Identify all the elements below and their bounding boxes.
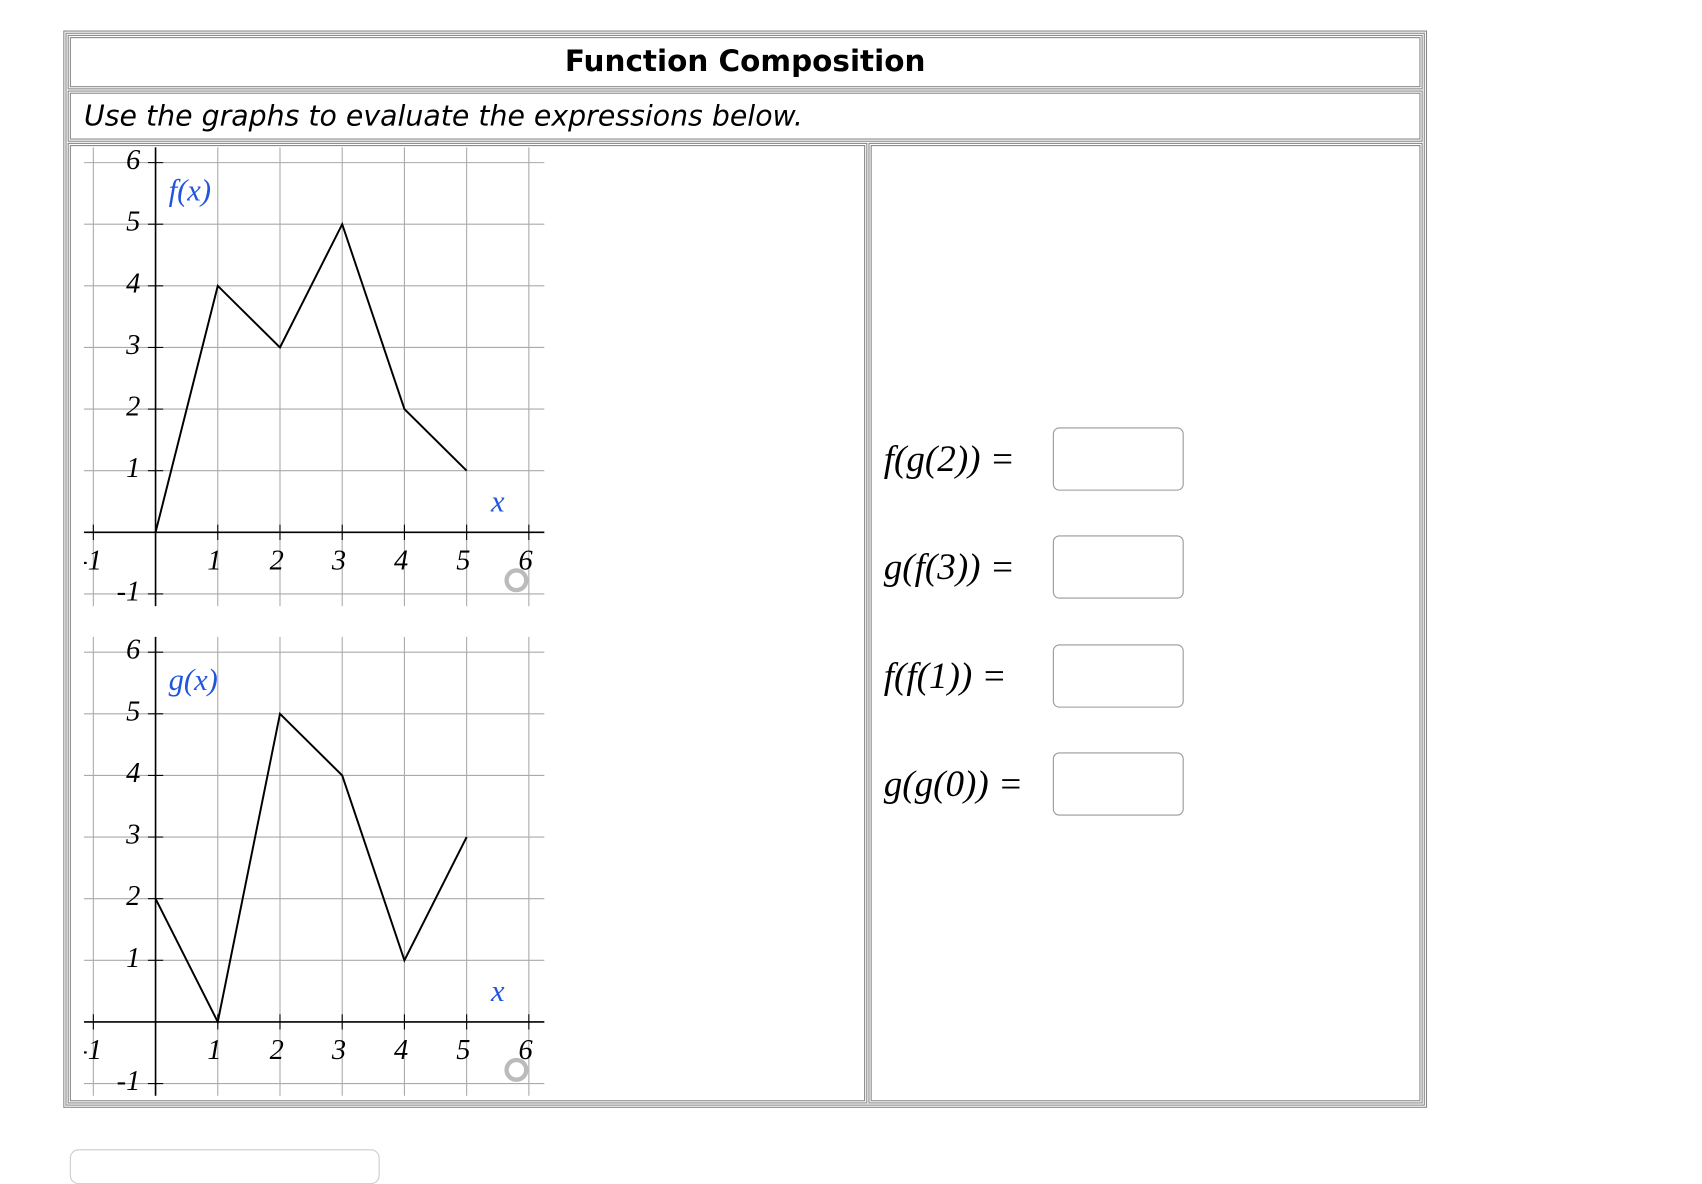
y-tick-label: 3 [125,820,140,851]
y-tick-label: 3 [125,330,140,361]
function-line [154,221,468,533]
x-tick-label: 5 [456,545,470,576]
y-tick-label: 6 [126,147,141,176]
x-tick-label: 6 [518,1035,533,1066]
y-tick-label: 4 [126,758,140,789]
button[interactable] [69,1149,380,1184]
answer-input[interactable] [1052,752,1184,816]
y-tick-label: 4 [126,268,140,299]
answer-cell [868,142,1423,1104]
zoom-icon [504,568,529,593]
y-tick-label: 6 [126,637,141,666]
x-tick-label: 6 [518,545,533,576]
expression: f(f(1)) = [883,656,1007,697]
x-tick-label: 3 [331,545,346,576]
y-tick-label: -1 [117,576,141,606]
x-tick-label: 2 [270,545,284,576]
outer-table [63,30,1428,1108]
y-tick-label: 1 [126,453,140,484]
answer-input[interactable] [1052,535,1184,599]
y-tick-label: 5 [126,207,140,238]
answer-input[interactable] [1052,644,1184,708]
x-tick-label: 4 [394,1035,408,1066]
x-tick-label: -1 [84,545,102,576]
x-tick-label: 2 [270,1035,284,1066]
expression: g(f(3)) = [883,547,1015,588]
graph: -1 1 2 3 4 5 6 -1 1 2 3 4 5 6 g(x) x [84,636,545,1096]
x-tick-label: 1 [207,545,221,576]
x-tick-label: 3 [331,1035,346,1066]
y-tick-label: 2 [126,881,140,912]
x-tick-label: 4 [394,545,408,576]
function-label: g(x) [169,663,218,697]
graph: -1 1 2 3 4 5 6 -1 1 2 3 4 5 6 f(x) x [84,147,545,606]
x-tick-label: 1 [207,1035,221,1066]
instruction: Use the graphs to evaluate the expressio… [67,90,1423,142]
function-label: f(x) [169,173,211,207]
x-tick-label: -1 [84,1035,102,1066]
y-tick-label: -1 [117,1066,141,1096]
title: Function Composition [67,34,1423,90]
graph-cell [67,142,868,1104]
function-line [154,711,468,1025]
expression: g(g(0)) = [883,764,1024,805]
x-tick-label: 5 [456,1035,470,1066]
page: Function Composition Use the graphs to e… [63,30,1428,1184]
y-tick-label: 2 [126,392,140,423]
x-axis-label: x [490,485,505,519]
x-axis-label: x [490,974,505,1008]
zoom-icon [504,1057,529,1082]
expression: f(g(2)) = [883,439,1015,480]
y-tick-label: 5 [126,696,140,727]
y-tick-label: 1 [126,943,140,974]
answer-input[interactable] [1052,427,1184,491]
